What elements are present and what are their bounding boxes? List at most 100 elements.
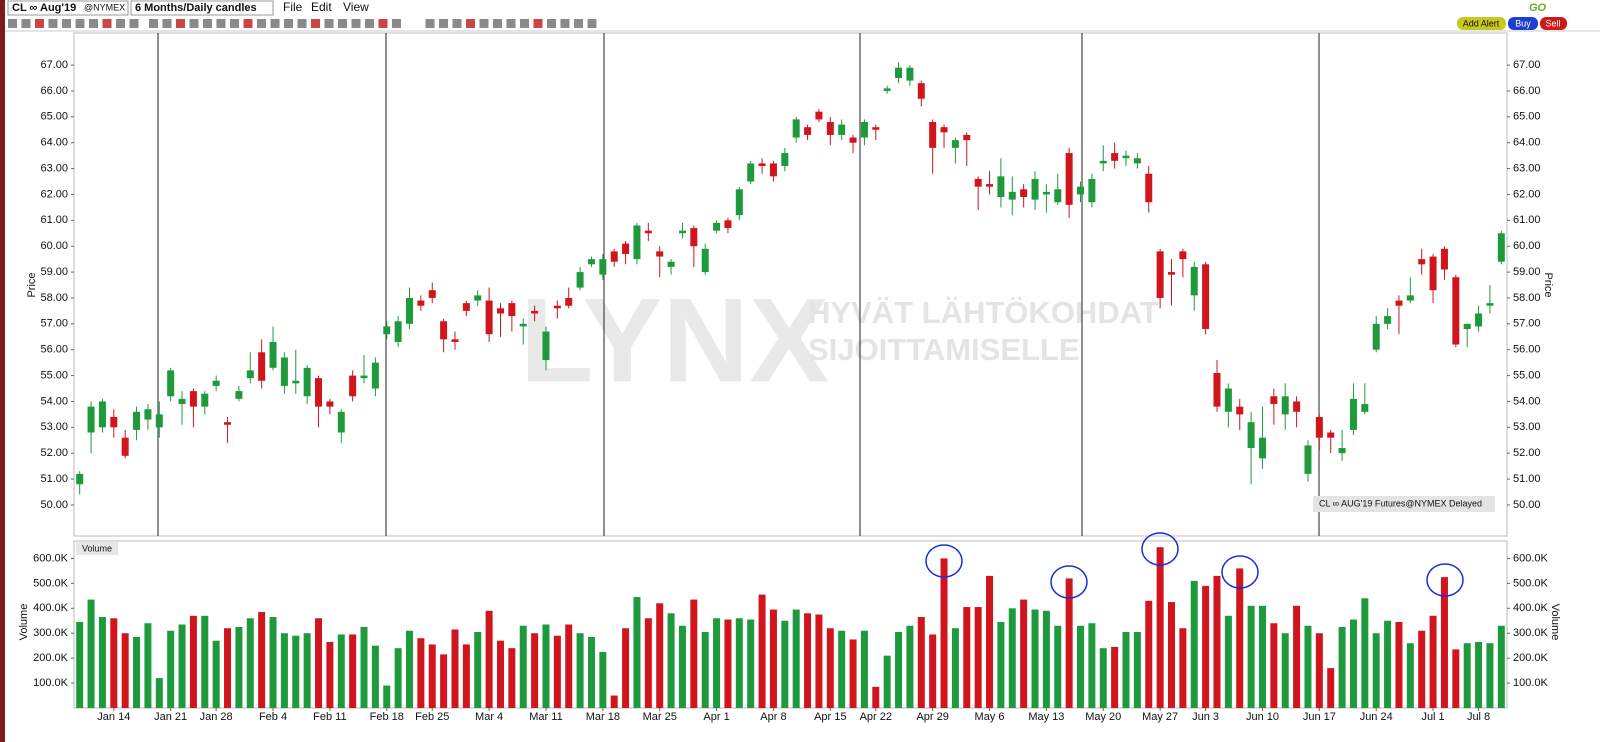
toolbar-icon[interactable] — [351, 19, 361, 28]
y-tick-label: 66.00 — [1513, 85, 1541, 97]
toolbar-icon[interactable] — [48, 19, 58, 28]
toolbar-icon[interactable] — [8, 19, 17, 28]
candle-body — [1236, 406, 1244, 415]
toolbar-icon[interactable] — [506, 19, 516, 28]
y-tick-label: 51.00 — [40, 473, 68, 485]
volume-bar — [553, 635, 561, 708]
toolbar-icon[interactable] — [311, 19, 320, 28]
toolbar-icon[interactable] — [216, 19, 226, 28]
toolbar-icon[interactable] — [479, 19, 489, 28]
candle-body — [940, 127, 948, 133]
x-tick-label: May 6 — [975, 711, 1005, 723]
toolbar-icon[interactable] — [392, 19, 401, 28]
toolbar-icon[interactable] — [203, 19, 212, 28]
toolbar-icon[interactable] — [560, 19, 570, 28]
candle-body — [1190, 266, 1198, 296]
toolbar-icon[interactable] — [176, 19, 185, 28]
volume-bar — [940, 558, 948, 708]
exchange[interactable]: @NYMEX — [84, 2, 125, 12]
add-alert-label[interactable]: Add Alert — [1463, 18, 1500, 28]
candle-body — [360, 375, 368, 379]
toolbar-icon[interactable] — [243, 19, 253, 28]
toolbar-icon[interactable] — [270, 19, 280, 28]
candle-body — [428, 290, 436, 298]
toolbar-icon[interactable] — [230, 19, 239, 28]
period[interactable]: 6 Months/Daily candles — [135, 2, 257, 14]
toolbar-icon[interactable] — [520, 19, 529, 28]
volume-bar — [496, 640, 504, 708]
candle-body — [76, 473, 84, 485]
menu-item[interactable]: File — [283, 0, 303, 14]
toolbar-icon[interactable] — [378, 19, 388, 28]
volume-bar — [1122, 631, 1130, 708]
y-tick-label: 500.0K — [1513, 577, 1549, 589]
toolbar-icon[interactable] — [75, 19, 85, 28]
toolbar-icon[interactable] — [533, 19, 543, 28]
toolbar-icon[interactable] — [21, 19, 31, 28]
candle-body — [724, 220, 732, 229]
y-axis-title: Volume — [18, 604, 30, 641]
highlight-circle — [1141, 532, 1179, 566]
toolbar-icon[interactable] — [62, 19, 71, 28]
candle-body — [883, 88, 891, 91]
toolbar-icon[interactable] — [257, 19, 266, 28]
buy-button[interactable] — [1508, 17, 1538, 30]
toolbar-icon[interactable] — [149, 19, 158, 28]
period-box[interactable] — [130, 0, 274, 16]
candle-body — [747, 163, 755, 182]
toolbar-icon[interactable] — [189, 19, 199, 28]
menu-item[interactable]: Edit — [311, 0, 332, 14]
toolbar-icon[interactable] — [493, 19, 502, 28]
toolbar-icon[interactable] — [466, 19, 475, 28]
symbol-box[interactable] — [7, 0, 129, 16]
y-tick-label: 52.00 — [40, 447, 68, 459]
x-tick-label: Mar 25 — [643, 711, 677, 723]
y-tick-label: 67.00 — [40, 59, 68, 71]
buy-label[interactable]: Buy — [1515, 18, 1531, 28]
add-alert-button[interactable] — [1457, 17, 1506, 30]
candle-body — [826, 122, 834, 135]
toolbar-icon[interactable] — [297, 19, 307, 28]
y-tick-label: 55.00 — [1513, 369, 1541, 381]
candle-body — [644, 230, 652, 234]
toolbar-icon[interactable] — [547, 19, 556, 28]
toolbar-icon[interactable] — [35, 19, 44, 28]
x-tick-label: Jan 14 — [97, 711, 130, 723]
candle-body — [1452, 277, 1460, 345]
candle-body — [1486, 303, 1494, 306]
symbol[interactable]: CL ∞ Aug'19 — [12, 2, 76, 14]
menu-item[interactable]: View — [343, 0, 369, 14]
toolbar-icon[interactable] — [574, 19, 583, 28]
volume-bar — [792, 609, 800, 708]
sell-button[interactable] — [1540, 17, 1567, 30]
y-tick-label: 200.0K — [33, 652, 69, 664]
go-button[interactable]: GO — [1529, 2, 1547, 14]
toolbar-icon[interactable] — [425, 19, 435, 28]
toolbar-icon[interactable] — [284, 19, 293, 28]
toolbar-icon[interactable] — [324, 19, 334, 28]
volume-bar — [1111, 646, 1119, 708]
y-axis-title: Volume — [1549, 604, 1561, 641]
y-tick-label: 400.0K — [33, 602, 69, 614]
volume-bar — [76, 622, 84, 708]
toolbar-icon[interactable] — [89, 19, 98, 28]
candle-body — [1213, 372, 1221, 407]
toolbar-icon[interactable] — [116, 19, 125, 28]
x-tick-label: Feb 4 — [259, 711, 287, 723]
toolbar-icon[interactable] — [439, 19, 448, 28]
toolbar-icon[interactable] — [338, 19, 347, 28]
toolbar-icon[interactable] — [452, 19, 462, 28]
y-tick-label: 60.00 — [40, 240, 68, 252]
y-tick-label: 100.0K — [33, 677, 69, 689]
sell-label[interactable]: Sell — [1545, 18, 1560, 28]
toolbar-icon[interactable] — [102, 19, 112, 28]
toolbar-icon[interactable] — [129, 19, 139, 28]
volume-bar — [508, 648, 516, 708]
candle-body — [1497, 233, 1505, 262]
y-tick-label: 52.00 — [1513, 447, 1541, 459]
toolbar-icon[interactable] — [162, 19, 172, 28]
volume-panel — [73, 540, 1508, 709]
toolbar-icon[interactable] — [365, 19, 374, 28]
toolbar-icon[interactable] — [587, 19, 597, 28]
